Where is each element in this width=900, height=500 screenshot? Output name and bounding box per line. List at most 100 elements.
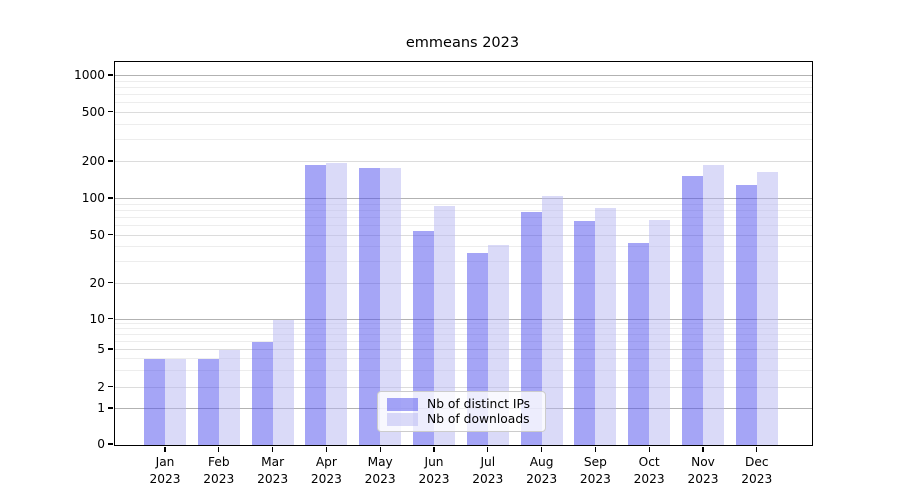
x-tick-label: Oct 2023 [607, 454, 691, 487]
y-tick [108, 348, 113, 350]
x-tick-label: Nov 2023 [661, 454, 745, 487]
legend-row: Nb of downloads [387, 412, 536, 426]
x-tick-label: Feb 2023 [177, 454, 261, 487]
y-tick-label: 50 [89, 227, 105, 242]
gridline [115, 369, 812, 371]
bar-oct-downloads [649, 220, 671, 445]
x-tick [325, 447, 328, 452]
x-tick-year: 2023 [310, 471, 342, 486]
legend-swatch-downloads [387, 412, 418, 426]
y-tick [108, 160, 113, 162]
x-tick-label: Sep 2023 [553, 454, 637, 487]
bar-feb-distinct-ips [197, 359, 219, 445]
gridline [115, 246, 812, 248]
x-tick-month: May [367, 455, 393, 469]
x-tick-month: Jun [424, 455, 444, 469]
y-tick [108, 443, 113, 445]
gridline [115, 349, 812, 350]
x-tick [648, 447, 650, 452]
x-tick-label: Dec 2023 [715, 454, 799, 487]
y-tick [108, 281, 113, 284]
y-tick [108, 385, 113, 388]
y-tick-label: 1000 [73, 68, 105, 82]
x-tick-label: May 2023 [338, 454, 422, 487]
legend: Nb of distinct IPs Nb of downloads [377, 391, 546, 432]
x-tick-year: 2023 [633, 471, 665, 486]
y-tick-label: 1 [97, 401, 105, 415]
x-tick-month: Nov [691, 455, 715, 469]
x-tick-label: Jun 2023 [392, 454, 476, 487]
legend-label-distinct-ips: Nb of distinct IPs [427, 397, 531, 411]
legend-label-downloads: Nb of downloads [427, 412, 530, 426]
y-tick [108, 74, 113, 76]
bar-oct-distinct-ips [628, 243, 650, 445]
gridline [115, 261, 812, 263]
gridline [115, 358, 812, 360]
x-tick-year: 2023 [149, 471, 181, 486]
x-tick-label: Apr 2023 [284, 454, 368, 487]
bar-aug-distinct-ips [520, 212, 542, 445]
x-tick-label: Aug 2023 [500, 454, 584, 487]
y-tick-label: 200 [81, 154, 105, 168]
x-tick-month: Oct [638, 455, 660, 469]
x-tick-year: 2023 [526, 471, 558, 486]
bar-dec-downloads [756, 172, 778, 445]
gridline [115, 93, 812, 95]
x-tick-label: Mar 2023 [231, 454, 315, 487]
bar-apr-downloads [326, 163, 348, 445]
legend-swatch-distinct-ips [387, 397, 418, 411]
x-tick-month: Apr [315, 455, 337, 469]
y-tick-label: 500 [81, 104, 105, 119]
gridline [115, 328, 812, 330]
bar-jan-downloads [165, 359, 186, 445]
x-tick-label: Jan 2023 [123, 454, 207, 487]
x-tick-year: 2023 [472, 471, 504, 486]
bar-nov-distinct-ips [682, 175, 703, 445]
x-tick-month: Aug [529, 455, 554, 469]
x-tick-year: 2023 [203, 471, 235, 486]
y-tick [108, 317, 113, 320]
y-tick-label: 2 [97, 379, 105, 394]
gridline [115, 139, 812, 141]
plot-area: Jan 2023 Feb 2023 Mar 2023 Apr 2023 May 2023 Jun 20… [74, 61, 813, 486]
y-tick-label: 10 [89, 311, 105, 326]
y-tick [108, 110, 113, 113]
x-tick-year: 2023 [257, 471, 289, 486]
bar-jan-distinct-ips [144, 359, 165, 445]
gridline [115, 224, 812, 226]
bar-nov-downloads [703, 164, 724, 445]
gridline [115, 318, 812, 320]
y-tick-label: 0 [97, 437, 105, 451]
bar-feb-downloads [218, 350, 240, 445]
gridline [115, 234, 812, 236]
x-tick [379, 447, 381, 452]
y-tick [108, 197, 113, 199]
bar-mar-downloads [272, 319, 294, 445]
gridline [115, 323, 812, 325]
x-tick-month: Jan [155, 455, 175, 469]
x-tick-label: Jul 2023 [446, 454, 530, 487]
x-tick-month: Sep [583, 455, 607, 469]
x-tick [218, 447, 220, 452]
x-tick [702, 447, 704, 452]
gridline [115, 340, 812, 342]
x-tick-month: Mar [261, 455, 285, 469]
x-tick [164, 447, 166, 452]
x-tick [433, 447, 435, 452]
x-tick [271, 447, 274, 452]
bar-sep-distinct-ips [574, 220, 596, 445]
gridline [115, 75, 812, 76]
bar-sep-downloads [595, 207, 617, 445]
bar-dec-distinct-ips [735, 185, 757, 445]
gridline [115, 282, 812, 284]
x-tick-year: 2023 [741, 471, 773, 486]
x-tick [487, 447, 489, 452]
chart-title: emmeans 2023 [405, 35, 520, 51]
x-tick-year: 2023 [364, 471, 396, 486]
x-tick [594, 447, 597, 452]
bar-may-downloads [380, 168, 402, 445]
gridline [115, 123, 812, 125]
gridline [115, 216, 812, 218]
gridline [115, 203, 812, 205]
